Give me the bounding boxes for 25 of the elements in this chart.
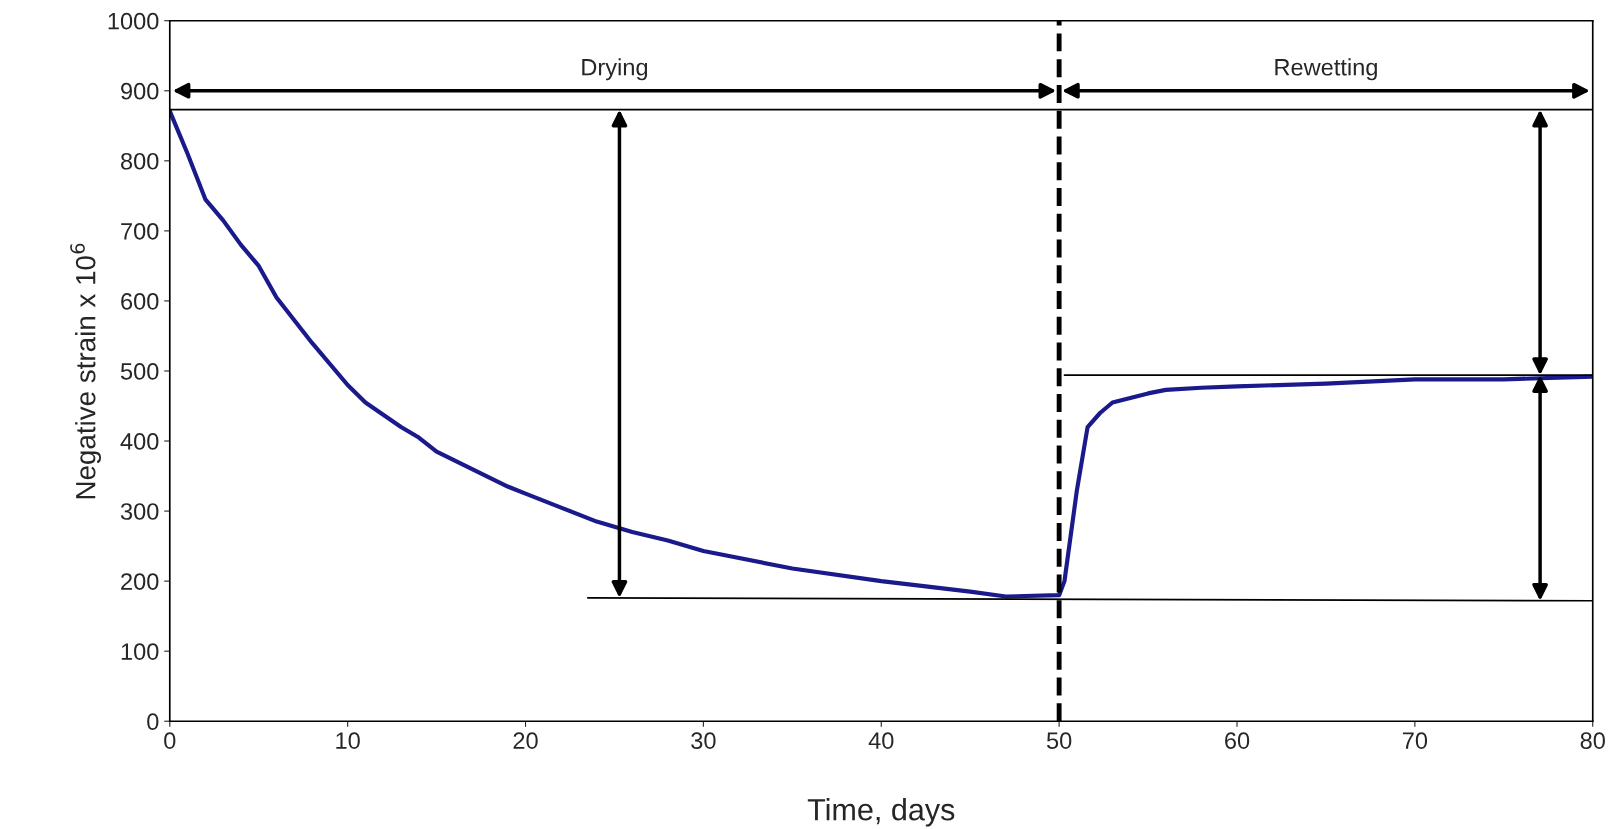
x-tick-label: 70 [1402,732,1428,749]
y-axis-title: Negative strain x 10$^{6}$ [70,243,102,499]
y-tick-label: 500 [120,363,159,380]
y-tick-label: 600 [121,293,159,310]
x-tick-label: 80 [1580,732,1605,749]
y-tick-label: 400 [120,433,159,450]
x-axis-title: Time, days [807,798,955,827]
x-tick-label: 0 [164,732,176,749]
line-series [169,109,1593,599]
x-tick-label: 30 [691,732,716,749]
y-tick-label: 0 [147,713,159,731]
annotation: Drying [582,58,648,81]
annotation: Rewetting [1275,58,1377,81]
y-tick-label: 100 [121,643,159,660]
y-tick-label: 300 [120,503,159,520]
y-tick-label: 900 [121,82,159,100]
x-tick-label: 10 [336,732,360,749]
y-tick-label: 200 [121,573,159,590]
y-tick-label: 800 [121,152,159,170]
y-tick-label: 1000 [108,12,159,30]
x-tick-label: 40 [868,732,894,749]
y-tick-label: 700 [121,222,159,240]
x-tick-label: 20 [513,732,538,749]
x-tick-label: 50 [1046,732,1072,749]
x-tick-label: 60 [1225,732,1250,749]
